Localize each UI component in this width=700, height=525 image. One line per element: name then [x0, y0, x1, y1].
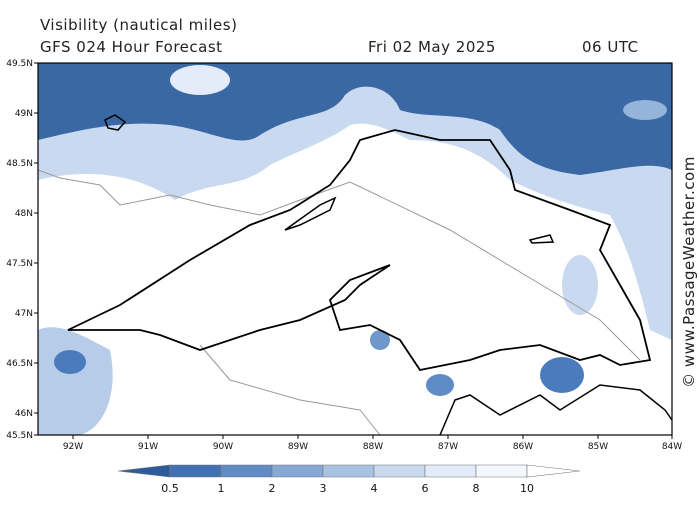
map-frame [37, 62, 673, 436]
visibility-patch [370, 330, 390, 350]
colorbar: 0.5 1 2 3 4 6 8 10 [117, 464, 581, 495]
colorbar-segment [475, 464, 528, 478]
coastline [67, 129, 652, 372]
visibility-patch [170, 65, 230, 95]
lon-label: 87W [438, 442, 458, 452]
lon-label: 86W [513, 442, 533, 452]
lat-label: 45.5N [6, 431, 33, 441]
colorbar-label: 3 [320, 482, 327, 495]
colorbar-label: 6 [422, 482, 429, 495]
colorbar-label: 2 [269, 482, 276, 495]
visibility-patch [426, 374, 454, 396]
visibility-patch [54, 350, 86, 374]
coastline [104, 114, 672, 435]
colorbar-segment [526, 464, 581, 478]
map-subtitle: GFS 024 Hour Forecast [40, 38, 223, 56]
colorbar-segment [117, 464, 171, 478]
lon-label: 92W [63, 442, 83, 452]
forecast-time: 06 UTC [582, 38, 639, 56]
forecast-date: Fri 02 May 2025 [368, 38, 496, 56]
lat-label: 46.5N [6, 359, 33, 369]
lat-label: 47.5N [6, 259, 33, 269]
lon-label: 89W [288, 442, 308, 452]
visibility-patch [38, 327, 113, 435]
lon-label: 90W [213, 442, 233, 452]
colorbar-segment [322, 464, 375, 478]
lat-label: 46N [15, 409, 33, 419]
lat-label: 49N [15, 109, 33, 119]
colorbar-label: 10 [520, 482, 534, 495]
colorbar-segment [169, 464, 222, 478]
visibility-patch [562, 255, 598, 315]
colorbar-label: 8 [473, 482, 480, 495]
colorbar-segment [271, 464, 324, 478]
lat-label: 47N [15, 309, 33, 319]
colorbar-segment [220, 464, 273, 478]
lon-label: 88W [363, 442, 383, 452]
map-area [37, 62, 673, 436]
border-line [38, 169, 641, 435]
lon-label: 85W [588, 442, 608, 452]
colorbar-label: 0.5 [161, 482, 179, 495]
visibility-patch [540, 357, 584, 393]
lat-label: 48N [15, 209, 33, 219]
lat-label: 49.5N [6, 59, 33, 69]
colorbar-segment [373, 464, 426, 478]
visibility-patch [623, 100, 667, 120]
colorbar-label: 4 [371, 482, 378, 495]
map-title: Visibility (nautical miles) [40, 16, 237, 34]
lon-label: 84W [662, 442, 682, 452]
colorbar-segment [424, 464, 477, 478]
lat-label: 48.5N [6, 159, 33, 169]
lon-label: 91W [138, 442, 158, 452]
credit: © www.PassageWeather.com [680, 156, 698, 388]
colorbar-label: 1 [218, 482, 225, 495]
